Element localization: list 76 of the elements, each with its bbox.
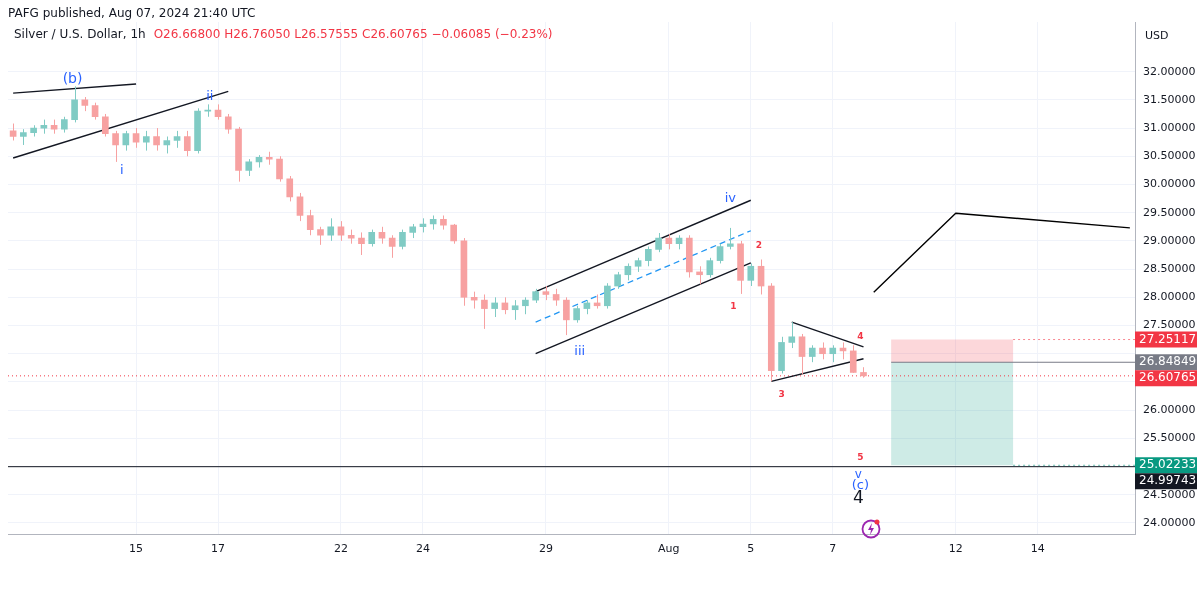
annotation: 1 bbox=[730, 300, 737, 311]
y-tick-label: 24.00000 bbox=[1143, 515, 1196, 529]
candlestick bbox=[655, 232, 662, 253]
y-tick-label: 29.00000 bbox=[1143, 233, 1196, 247]
band-label: 27.25117 bbox=[1139, 331, 1197, 346]
candlestick bbox=[491, 296, 498, 318]
x-tick-label: 7 bbox=[829, 542, 837, 556]
candlestick bbox=[798, 333, 806, 376]
candlestick bbox=[102, 113, 109, 138]
candlestick bbox=[112, 130, 119, 163]
candlestick bbox=[153, 127, 160, 152]
annotation: 5 bbox=[857, 451, 864, 462]
candlestick bbox=[696, 265, 703, 285]
ref-line-label: 26.60765 bbox=[1139, 370, 1197, 385]
candlestick bbox=[450, 223, 458, 245]
y-tick-label: 29.50000 bbox=[1143, 205, 1196, 219]
annotation: 3 bbox=[778, 388, 785, 399]
y-tick-label: 30.50000 bbox=[1143, 149, 1196, 163]
candlestick bbox=[563, 296, 570, 336]
candlestick bbox=[747, 262, 755, 287]
candlestick bbox=[716, 243, 724, 264]
candlestick bbox=[645, 246, 652, 267]
y-tick-label: 24.50000 bbox=[1143, 487, 1196, 501]
y-tick-label: 26.00000 bbox=[1143, 402, 1196, 416]
candlestick bbox=[142, 130, 150, 152]
candlestick bbox=[511, 299, 519, 321]
candlestick bbox=[726, 227, 734, 250]
x-tick-label: 24 bbox=[415, 542, 430, 556]
annotation: ii bbox=[206, 87, 214, 103]
text: O26.66800 H26.76050 L26.57555 C26.60765 −0.06085 (−0.23%) bbox=[153, 27, 553, 42]
x-tick-label: 14 bbox=[1030, 542, 1045, 556]
y-tick-label: 25.50000 bbox=[1143, 431, 1196, 445]
x-tick-label: 17 bbox=[211, 542, 226, 556]
candlestick bbox=[183, 130, 191, 157]
y-tick-label: 27.50000 bbox=[1143, 318, 1196, 332]
x-tick-label: 12 bbox=[948, 542, 963, 556]
candlestick bbox=[337, 220, 345, 242]
annotation: iii bbox=[574, 342, 586, 358]
x-tick-label: 5 bbox=[747, 542, 755, 556]
candlestick bbox=[358, 231, 365, 256]
band-label: 25.02233 bbox=[1139, 457, 1197, 472]
annotation: 4 bbox=[857, 331, 864, 342]
annotation: iv bbox=[724, 189, 737, 205]
candlestick bbox=[122, 130, 130, 152]
x-tick-label: 29 bbox=[538, 542, 553, 556]
y-tick-label: 31.50000 bbox=[1143, 92, 1196, 106]
text: PAFG published, Aug 07, 2024 21:40 UTC bbox=[8, 6, 256, 21]
candlestick bbox=[481, 293, 488, 330]
candlestick bbox=[788, 321, 796, 349]
y-tick-label: 28.50000 bbox=[1143, 261, 1196, 275]
y-axis-title: USD bbox=[1145, 28, 1169, 42]
annotation: 2 bbox=[755, 240, 763, 251]
annotation: (b) bbox=[62, 70, 83, 87]
candlestick bbox=[706, 257, 714, 279]
x-tick-label: 15 bbox=[129, 542, 144, 556]
ref-line-label: 24.99743 bbox=[1139, 473, 1197, 488]
ref-line-label: 26.84849 bbox=[1139, 354, 1197, 369]
annotation: i bbox=[119, 161, 124, 177]
candlestick bbox=[276, 155, 283, 183]
text: Silver / U.S. Dollar, 1h bbox=[14, 27, 146, 42]
y-tick-label: 28.00000 bbox=[1143, 290, 1196, 304]
candlestick bbox=[71, 85, 78, 123]
x-tick-label: 22 bbox=[333, 542, 348, 556]
candlestick bbox=[306, 209, 314, 236]
candlestick bbox=[388, 234, 396, 259]
y-tick-label: 31.00000 bbox=[1143, 120, 1196, 134]
x-tick-label: Aug bbox=[658, 542, 680, 556]
candlestick bbox=[849, 344, 857, 374]
candlestick bbox=[399, 229, 406, 250]
candlestick bbox=[317, 226, 324, 246]
candlestick bbox=[327, 217, 335, 242]
candlestick bbox=[224, 113, 232, 135]
candlestick bbox=[286, 175, 294, 202]
candlestick bbox=[604, 282, 611, 310]
y-tick-label: 32.00000 bbox=[1143, 64, 1196, 78]
y-tick-label: 30.00000 bbox=[1143, 177, 1196, 191]
